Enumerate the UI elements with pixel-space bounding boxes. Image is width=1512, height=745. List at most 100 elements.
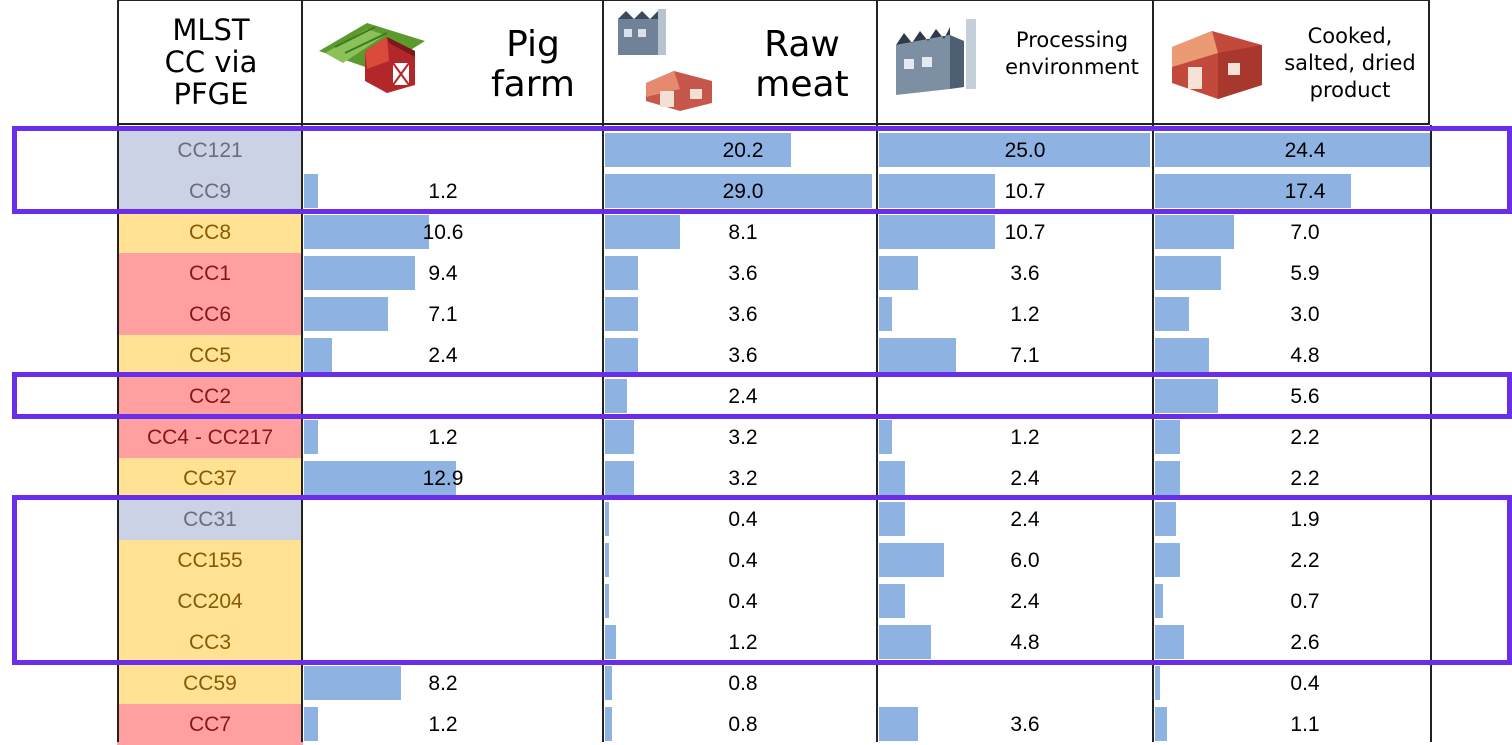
value-label: 0.4 xyxy=(728,549,758,572)
value-label: 10.7 xyxy=(1004,180,1046,203)
bar xyxy=(1155,543,1180,577)
farm-icon xyxy=(319,23,425,93)
value-label: 1.2 xyxy=(1010,426,1040,449)
bar xyxy=(605,543,609,577)
cc-label: CC2 xyxy=(117,376,303,417)
bar xyxy=(304,461,456,495)
bar xyxy=(605,379,628,413)
cc-label: CC6 xyxy=(117,294,303,335)
value-label: 3.6 xyxy=(728,303,758,326)
meat-plant-icon xyxy=(646,71,712,111)
bar xyxy=(605,256,639,290)
value-label: 0.7 xyxy=(1290,590,1320,613)
bar xyxy=(879,625,932,659)
bar xyxy=(304,297,388,331)
value-label: 0.8 xyxy=(728,672,758,695)
value-label: 2.4 xyxy=(1010,508,1040,531)
bar xyxy=(1155,174,1352,208)
cc-label: CC204 xyxy=(117,581,303,622)
value-label: 2.4 xyxy=(1010,467,1040,490)
bar xyxy=(1155,420,1180,454)
bar xyxy=(1155,707,1168,741)
value-label: 1.2 xyxy=(428,180,458,203)
value-label: 3.6 xyxy=(1010,262,1040,285)
cc-label: CC5 xyxy=(117,335,303,376)
bar xyxy=(304,338,333,372)
value-label: 3.0 xyxy=(1290,303,1320,326)
cc-label: CC155 xyxy=(117,540,303,581)
value-label: 3.6 xyxy=(728,344,758,367)
value-label: 12.9 xyxy=(422,467,464,490)
value-label: 8.1 xyxy=(728,221,758,244)
value-label: 0.8 xyxy=(728,713,758,736)
bar xyxy=(605,420,635,454)
bar xyxy=(304,215,429,249)
value-label: 7.1 xyxy=(428,303,458,326)
bar xyxy=(879,707,919,741)
value-label: 4.8 xyxy=(1010,631,1040,654)
header-processing: Processing environment xyxy=(876,0,1154,125)
bar xyxy=(879,256,919,290)
bar xyxy=(304,666,401,700)
factory-icon xyxy=(896,19,976,95)
value-label: 10.7 xyxy=(1004,221,1046,244)
value-label: 0.4 xyxy=(1290,672,1320,695)
bar xyxy=(879,174,995,208)
value-label: 2.4 xyxy=(728,385,758,408)
value-label: 0.4 xyxy=(728,590,758,613)
value-label: 3.2 xyxy=(728,426,758,449)
value-label: 1.2 xyxy=(428,426,458,449)
bar xyxy=(879,502,906,536)
bar xyxy=(605,297,639,331)
bar xyxy=(605,502,609,536)
value-label: 7.1 xyxy=(1010,344,1040,367)
value-label: 1.9 xyxy=(1290,508,1320,531)
bar xyxy=(1155,666,1160,700)
value-label: 2.2 xyxy=(1290,426,1320,449)
bar xyxy=(605,133,791,167)
bar xyxy=(605,215,680,249)
factory-icon xyxy=(618,9,666,55)
value-label: 24.4 xyxy=(1284,139,1326,162)
value-label: 2.4 xyxy=(428,344,458,367)
header-pig-farm-label: Pig farm xyxy=(491,24,575,105)
meat-plant-icon xyxy=(1172,31,1262,99)
cc-label: CC37 xyxy=(117,458,303,499)
column-divider xyxy=(1152,125,1154,742)
bar xyxy=(304,256,415,290)
column-divider xyxy=(1430,125,1432,742)
bar xyxy=(879,420,892,454)
header-raw-meat-label: Raw meat xyxy=(755,24,849,105)
cc-label: CC121 xyxy=(117,130,303,171)
bar xyxy=(304,174,319,208)
bar xyxy=(605,584,609,618)
column-divider xyxy=(117,125,119,742)
cc-label: CC9 xyxy=(117,171,303,212)
cc-label: CC3 xyxy=(117,622,303,663)
cc-label: CC7 xyxy=(117,704,303,745)
value-label: 1.2 xyxy=(428,713,458,736)
header-product: Cooked, salted, dried product xyxy=(1152,0,1430,125)
bar xyxy=(1155,461,1180,495)
value-label: 0.4 xyxy=(728,508,758,531)
value-label: 5.6 xyxy=(1290,385,1320,408)
cc-label: CC8 xyxy=(117,212,303,253)
header-raw-meat: Raw meat xyxy=(602,0,878,125)
value-label: 1.2 xyxy=(728,631,758,654)
value-label: 9.4 xyxy=(428,262,458,285)
cc-label: CC4 - CC217 xyxy=(117,417,303,458)
bar xyxy=(304,420,319,454)
header-processing-label: Processing environment xyxy=(1005,28,1139,79)
value-label: 3.6 xyxy=(728,262,758,285)
value-label: 4.8 xyxy=(1290,344,1320,367)
bar xyxy=(879,584,906,618)
bar xyxy=(605,625,617,659)
value-label: 2.4 xyxy=(1010,590,1040,613)
header-mlst-label: MLST CC via PFGE xyxy=(164,13,258,111)
bar xyxy=(605,338,639,372)
bar xyxy=(1155,379,1219,413)
value-label: 10.6 xyxy=(422,221,464,244)
value-label: 3.2 xyxy=(728,467,758,490)
cc-label: CC1 xyxy=(117,253,303,294)
value-label: 1.1 xyxy=(1290,713,1320,736)
